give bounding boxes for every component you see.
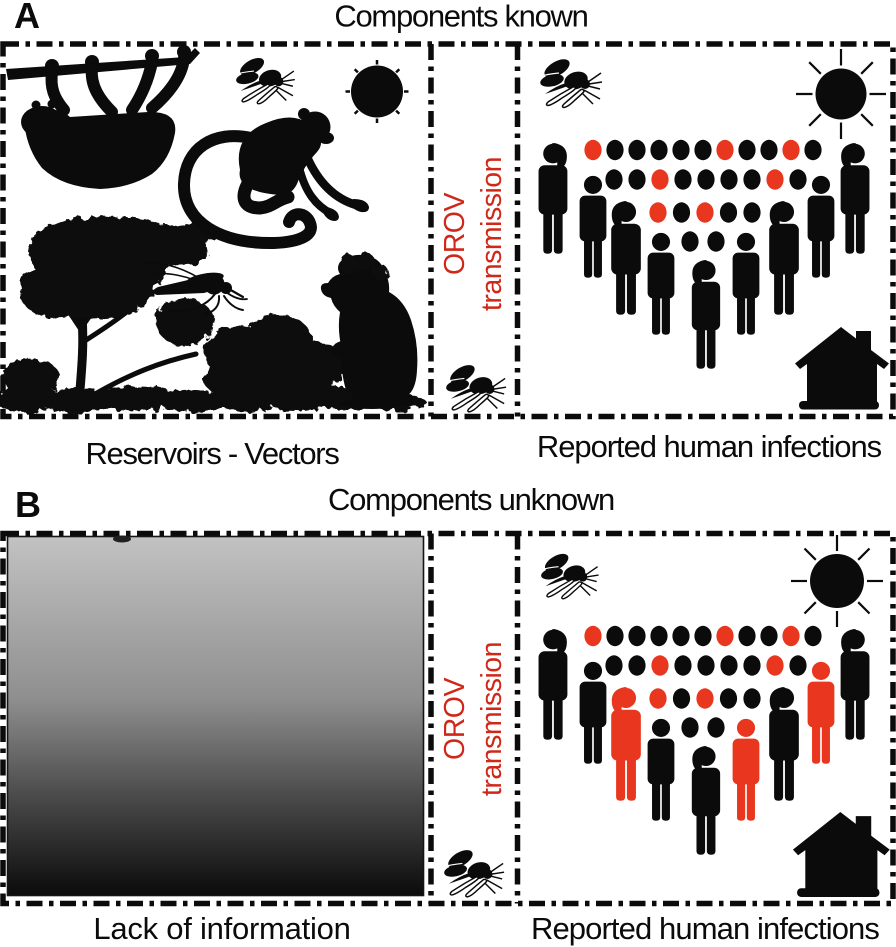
svg-text:Reported human infections: Reported human infections [537,429,882,464]
svg-text:OROV: OROV [439,193,471,275]
svg-text:transmission: transmission [476,642,508,796]
svg-text:transmission: transmission [476,157,508,311]
svg-text:B: B [15,484,41,525]
svg-text:Components known: Components known [334,0,587,34]
svg-text:Lack of information: Lack of information [93,911,350,946]
svg-text:OROV: OROV [439,678,471,760]
svg-text:A: A [14,0,40,36]
svg-text:Components unknown: Components unknown [328,482,614,517]
svg-text:Reported human infections: Reported human infections [531,911,879,946]
svg-text:Reservoirs - Vectors: Reservoirs - Vectors [85,436,339,471]
